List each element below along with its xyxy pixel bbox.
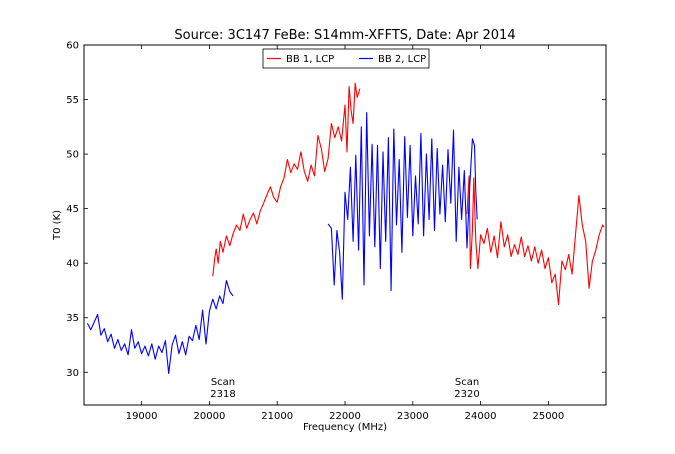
- x-tick-label: 23000: [397, 411, 429, 422]
- legend-box: [262, 48, 430, 69]
- scan-annotation-number: 2318: [210, 389, 235, 400]
- y-tick-label: 60: [66, 41, 79, 52]
- series-line-4: [327, 112, 478, 300]
- x-tick-label: 20000: [194, 411, 226, 422]
- y-tick-label: 35: [66, 313, 79, 324]
- axes-layer: 19000 20000 21000 22000 23000 24000 25000 30 35 4…: [66, 41, 607, 422]
- series-line-1: [212, 82, 361, 277]
- x-axis-label: Frequency (MHz): [303, 422, 387, 433]
- chart-title: Source: 3C147 FeBe: S14mm-XFFTS, Date: A…: [174, 28, 515, 43]
- y-tick-label: 40: [66, 259, 79, 270]
- scan-annotation-number: 2320: [454, 389, 479, 400]
- y-tick-label: 50: [66, 150, 79, 161]
- scan-annotation-label: Scan: [211, 377, 235, 388]
- legend-label-1: BB 1, LCP: [286, 54, 334, 65]
- y-axis-label: T0 (K): [52, 210, 63, 241]
- y-tick-label: 45: [66, 204, 79, 215]
- legend-label-2: BB 2, LCP: [378, 54, 426, 65]
- y-tick-label: 55: [66, 95, 79, 106]
- legend: BB 1, LCP BB 2, LCP: [262, 48, 430, 69]
- series-layer: [86, 82, 605, 374]
- x-tick-label: 24000: [465, 411, 497, 422]
- y-tick-label: 30: [66, 368, 79, 379]
- series-line-3: [86, 280, 234, 374]
- series-group: [86, 82, 605, 374]
- x-tick-label: 22000: [329, 411, 361, 422]
- scan-annotation-label: Scan: [455, 377, 479, 388]
- x-tick-label: 21000: [261, 411, 293, 422]
- series-line-2: [466, 175, 605, 306]
- x-tick-label: 25000: [532, 411, 564, 422]
- x-tick-label: 19000: [126, 411, 158, 422]
